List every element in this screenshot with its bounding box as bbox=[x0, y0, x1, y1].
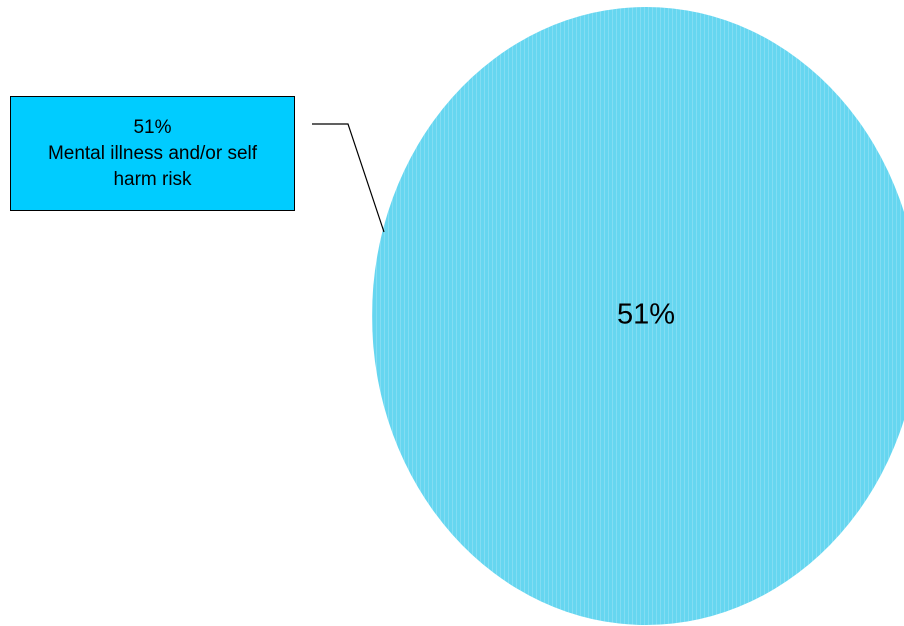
slice-texture bbox=[372, 7, 904, 625]
callout-box: 51% Mental illness and/or self harm risk bbox=[10, 96, 295, 211]
callout-value: 51% bbox=[133, 116, 172, 138]
leader-line bbox=[312, 123, 385, 233]
callout-category: Mental illness and/or self harm risk bbox=[47, 142, 258, 190]
slice-label: 51% bbox=[617, 299, 675, 331]
